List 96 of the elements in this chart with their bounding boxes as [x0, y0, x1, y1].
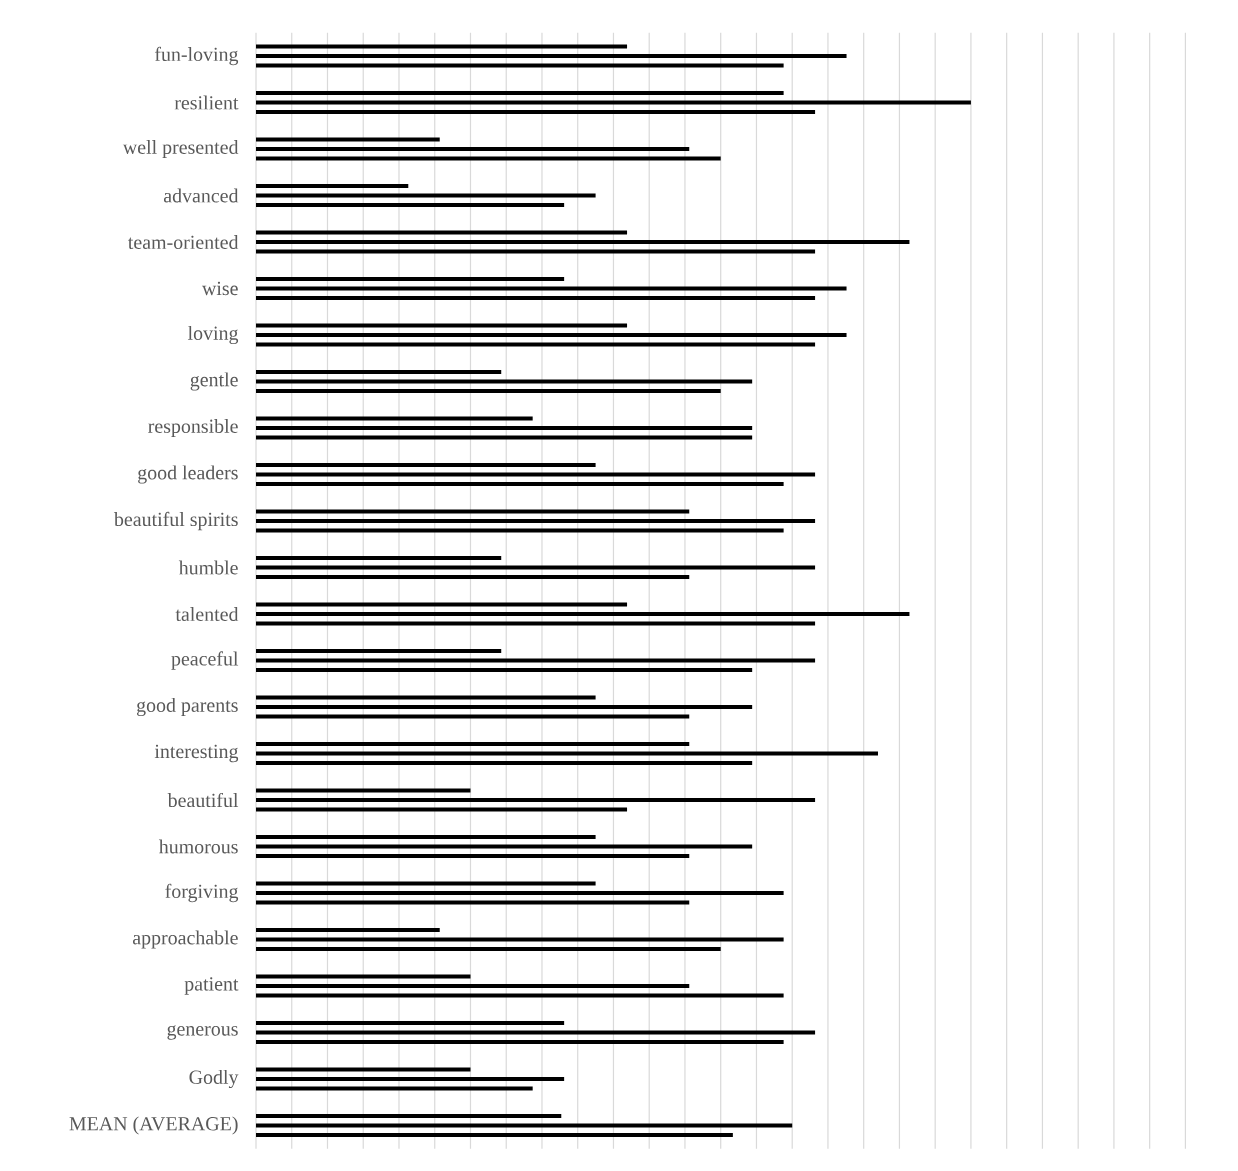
bar [256, 1067, 471, 1072]
bar [256, 230, 628, 235]
y-tick-label: generous [167, 1025, 238, 1040]
bar [256, 509, 690, 514]
y-tick-label: humble [178, 560, 238, 575]
bar [256, 881, 596, 886]
bar [256, 742, 690, 746]
bar [256, 44, 628, 49]
y-tick-label: good leaders [138, 465, 238, 484]
bar [256, 91, 784, 95]
bar [256, 807, 628, 812]
y-tick-label: resilient [174, 95, 239, 110]
bar [256, 612, 910, 616]
y-tick-label: Godly [189, 1069, 239, 1089]
bar [256, 984, 690, 988]
bar [256, 528, 784, 533]
y-tick-label: gentle [190, 372, 238, 391]
y-tick-label: team-oriented [128, 234, 239, 249]
y-tick-label: approachable [132, 930, 238, 949]
y-tick-label: MEAN (AVERAGE) [69, 1116, 238, 1135]
bar [256, 900, 690, 905]
bar [256, 695, 596, 700]
bar [256, 370, 502, 374]
bar [256, 389, 721, 393]
bar [256, 482, 784, 486]
bar [256, 1030, 816, 1035]
bar [256, 426, 753, 430]
y-tick-label: wise [201, 281, 238, 296]
bar [256, 621, 816, 626]
bar [256, 147, 690, 151]
bar [256, 854, 690, 858]
y-tick-label: talented [175, 606, 239, 621]
y-tick-label: good parents [136, 697, 238, 717]
bar [256, 63, 784, 68]
bar [256, 1077, 565, 1081]
bar [256, 333, 847, 337]
bar [256, 714, 690, 719]
bar [256, 556, 502, 560]
bar [256, 751, 878, 756]
bar [256, 835, 596, 839]
bar [256, 798, 816, 802]
y-tick-label: loving [187, 325, 239, 345]
bar [256, 1114, 562, 1118]
y-tick-label: peaceful [171, 651, 239, 670]
y-tick-label: forgiving [165, 883, 239, 903]
bar [256, 342, 816, 347]
bar [256, 974, 471, 979]
y-tick-label: fun-loving [154, 46, 239, 66]
bar [256, 891, 784, 895]
bar [256, 928, 440, 932]
bar [256, 240, 910, 244]
y-tick-label: beautiful spirits [113, 511, 238, 531]
bar [256, 1040, 784, 1044]
bar [256, 296, 816, 300]
bar [256, 286, 847, 291]
bar [256, 575, 690, 579]
bar [256, 1123, 793, 1128]
y-tick-label: responsible [148, 418, 238, 438]
bar [256, 519, 816, 523]
bar [256, 463, 596, 467]
bar [256, 435, 753, 440]
bar [256, 705, 753, 709]
bar [256, 1086, 533, 1091]
bar [256, 110, 816, 114]
bar [256, 658, 816, 663]
bar [256, 137, 440, 142]
bar [256, 416, 533, 421]
bar [256, 761, 753, 765]
bar [256, 1133, 733, 1137]
bar [256, 1021, 565, 1025]
bar [256, 184, 409, 188]
bar [256, 54, 847, 58]
bar [256, 277, 565, 281]
y-tick-label: patient [184, 977, 239, 995]
bar [256, 993, 784, 998]
bar [256, 788, 471, 793]
bar [256, 379, 753, 384]
y-tick-label: interesting [154, 744, 239, 763]
bar [256, 472, 816, 477]
bar [256, 668, 753, 672]
bar [256, 844, 753, 849]
bar [256, 203, 565, 207]
y-tick-label: well presented [122, 139, 239, 159]
bar [256, 649, 502, 653]
bar [256, 323, 628, 328]
bar [256, 100, 971, 105]
bar [256, 602, 628, 607]
bar [256, 937, 784, 942]
y-tick-label: beautiful [167, 792, 239, 808]
bar [256, 249, 816, 254]
y-tick-label: advanced [163, 188, 239, 203]
y-tick-label: humorous [158, 839, 238, 854]
bar [256, 193, 596, 198]
bar [256, 156, 721, 161]
bar [256, 947, 721, 951]
bar [256, 565, 816, 570]
